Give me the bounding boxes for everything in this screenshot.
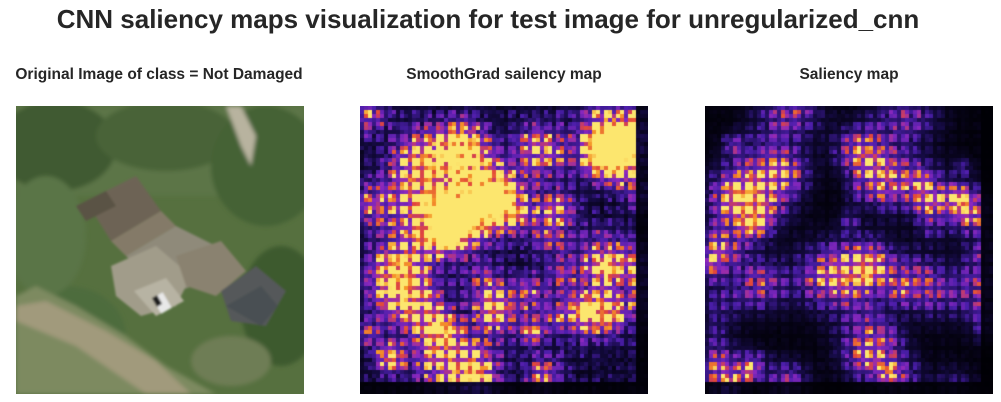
smoothgrad-heatmap-canvas [360, 106, 648, 394]
saliency-heatmap-canvas [705, 106, 993, 394]
smoothgrad-saliency-heatmap [360, 106, 648, 394]
smoothgrad-map-title: SmoothGrad sailency map [406, 66, 602, 83]
original-image-title: Original Image of class = Not Damaged [15, 66, 303, 83]
saliency-heatmap [705, 106, 993, 394]
figure-title: CNN saliency maps visualization for test… [56, 4, 920, 34]
saliency-map-title: Saliency map [799, 66, 899, 83]
aerial-photo-drawing [16, 106, 304, 394]
original-aerial-image [16, 106, 304, 394]
